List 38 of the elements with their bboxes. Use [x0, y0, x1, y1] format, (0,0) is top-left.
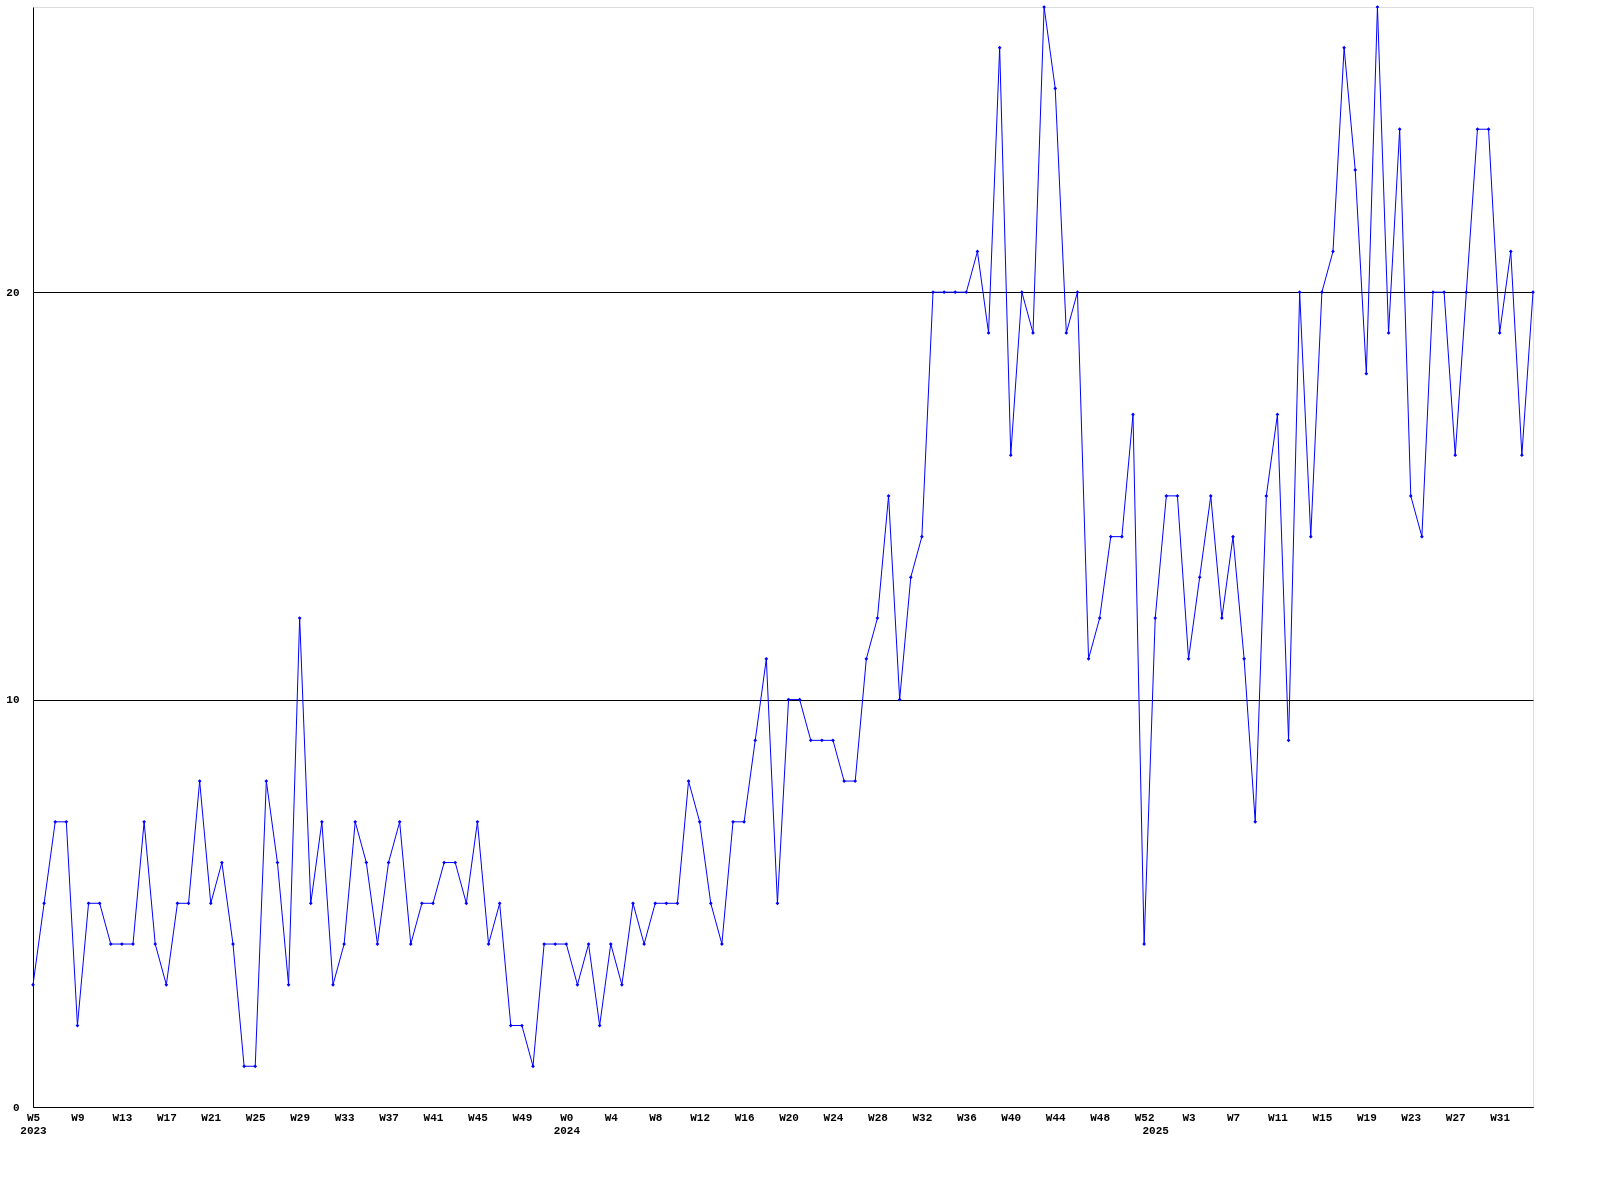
- x-tick-label: W29: [290, 1111, 311, 1124]
- x-tick-label: W8: [649, 1111, 663, 1124]
- x-tick-label: W13: [112, 1111, 133, 1124]
- x-tick-label: W36: [956, 1111, 977, 1124]
- x-tick-label: W23: [1401, 1111, 1422, 1124]
- x-tick-label: W52: [1134, 1111, 1155, 1124]
- x-tick-label: W9: [71, 1111, 85, 1124]
- x-tick-label: W12: [690, 1111, 711, 1124]
- x-tick-label: W28: [868, 1111, 889, 1124]
- x-tick-label: W48: [1090, 1111, 1111, 1124]
- x-tick-label: W20: [779, 1111, 799, 1124]
- y-tick-label: 0: [12, 1101, 20, 1114]
- y-tick-label: 10: [6, 694, 20, 707]
- x-tick-label: W19: [1356, 1111, 1377, 1124]
- x-tick-label: W5 2023: [20, 1111, 48, 1137]
- x-tick-label: W33: [334, 1111, 355, 1124]
- x-tick-label: W25: [245, 1111, 267, 1124]
- x-tick-label: W41: [423, 1111, 444, 1124]
- x-tick-label: W49: [512, 1111, 533, 1124]
- x-tick-label: W11: [1268, 1111, 1289, 1124]
- x-tick-label: W17: [156, 1111, 177, 1124]
- x-tick-label: W16: [734, 1111, 755, 1124]
- x-tick-label: W37: [379, 1111, 399, 1124]
- x-tick-label: W31: [1490, 1111, 1511, 1124]
- x-tick-label: W40: [1001, 1111, 1022, 1124]
- x-tick-label: W45: [468, 1111, 489, 1124]
- x-tick-label: W3: [1182, 1111, 1197, 1124]
- x-tick-label: W15: [1312, 1111, 1333, 1124]
- x-tick-label: W44: [1045, 1111, 1067, 1124]
- x-tick-label: W27: [1445, 1111, 1466, 1124]
- x-tick-label: W24: [823, 1111, 844, 1124]
- x-tick-label: W0 2024: [553, 1111, 581, 1137]
- x-tick-label: W4: [604, 1111, 619, 1124]
- x-tick-label: W21: [201, 1111, 222, 1124]
- x-tick-label: W7: [1226, 1111, 1241, 1124]
- x-tick-label: 2025: [1142, 1124, 1170, 1137]
- y-tick-label: 20: [6, 286, 20, 299]
- x-tick-label: W32: [912, 1111, 933, 1124]
